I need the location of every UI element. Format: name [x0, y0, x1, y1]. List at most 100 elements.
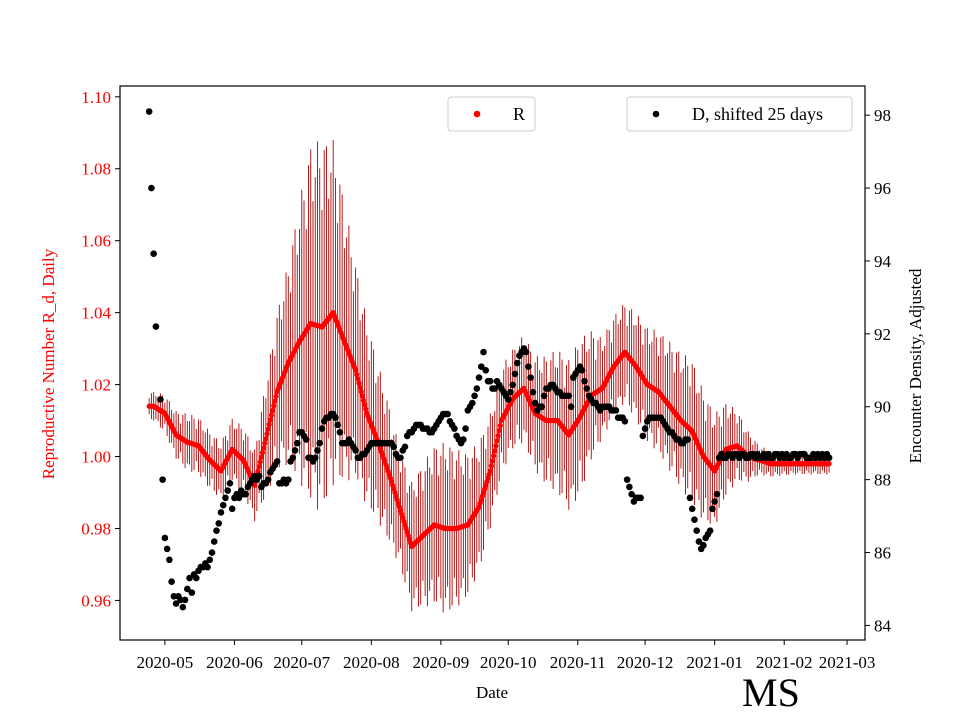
d-point — [228, 505, 236, 513]
legend-r-label: R — [513, 104, 525, 124]
d-point — [583, 385, 591, 392]
d-point — [168, 578, 175, 585]
d-point — [213, 527, 220, 534]
d-point — [540, 392, 548, 400]
d-point — [527, 374, 534, 381]
d-point — [166, 556, 173, 564]
d-point — [581, 377, 588, 385]
x-tick-label: 2020-11 — [550, 653, 606, 672]
legend-r: R — [447, 96, 536, 132]
d-point — [334, 421, 341, 429]
r-point — [264, 431, 270, 437]
d-point — [188, 589, 196, 596]
left-y-axis-title: Reproductive Number R_d, Daily — [39, 248, 58, 479]
d-point — [352, 447, 359, 454]
d-point — [709, 505, 716, 513]
plot-frame — [119, 85, 866, 641]
d-point — [208, 549, 216, 556]
right-tick-label: 88 — [874, 471, 891, 490]
x-axis: 2020-05 2020-06 2020-07 2020-08 2020-09 2020-… — [137, 640, 876, 672]
right-y-axis-title: Encounter Density, Adjusted — [906, 268, 925, 463]
legend-d-label: D, shifted 25 days — [692, 104, 823, 124]
d-point — [612, 407, 620, 414]
r-point — [492, 448, 498, 454]
right-tick-label: 86 — [874, 544, 891, 563]
r-point — [268, 412, 275, 418]
d-point — [511, 370, 519, 378]
r-point — [488, 463, 494, 469]
d-point — [314, 447, 321, 454]
d-point — [215, 520, 223, 527]
d-point — [150, 250, 157, 257]
d-point — [318, 425, 326, 432]
d-point — [159, 476, 166, 483]
right-tick-label: 92 — [874, 325, 891, 344]
d-point — [525, 363, 532, 370]
d-point — [284, 476, 292, 483]
d-point — [181, 596, 189, 604]
d-point — [578, 366, 586, 374]
d-point — [639, 432, 647, 440]
d-point — [444, 410, 451, 418]
d-point — [219, 501, 227, 509]
x-tick-label: 2020-10 — [480, 653, 537, 672]
d-point — [688, 505, 696, 513]
d-point — [390, 443, 398, 451]
left-tick-label: 1.00 — [81, 448, 111, 467]
legend-r-marker — [473, 110, 481, 118]
r-point — [263, 435, 269, 442]
d-point — [480, 348, 487, 356]
r-point — [360, 397, 367, 404]
d-point — [482, 366, 490, 374]
d-point — [693, 527, 701, 534]
left-tick-label: 1.08 — [81, 160, 111, 179]
d-point — [695, 538, 703, 545]
d-point — [691, 516, 698, 524]
left-tick-label: 1.10 — [81, 88, 111, 107]
x-tick-label: 2020-07 — [273, 653, 330, 672]
x-tick-label: 2021-01 — [686, 653, 743, 672]
d-point — [302, 436, 310, 443]
d-point — [179, 603, 187, 611]
r-point — [267, 417, 273, 423]
d-point — [509, 381, 516, 389]
right-tick-label: 90 — [874, 398, 891, 417]
d-point — [289, 454, 297, 462]
d-point — [316, 439, 324, 447]
d-point — [684, 436, 692, 443]
d-point — [486, 377, 494, 385]
legend-r-frame — [447, 96, 536, 132]
d-point — [401, 443, 409, 451]
d-point — [397, 454, 404, 462]
d-point — [473, 385, 481, 392]
d-point — [161, 534, 169, 542]
d-point — [475, 374, 483, 381]
legend-d-frame — [626, 96, 853, 132]
x-tick-label: 2021-03 — [819, 653, 876, 672]
r-point — [494, 438, 500, 444]
r-point — [273, 393, 279, 400]
d-point — [462, 425, 469, 432]
d-point — [222, 494, 229, 502]
r-point — [826, 461, 832, 467]
r-point — [489, 458, 496, 464]
d-point — [210, 538, 218, 545]
r-errorbars-group — [148, 140, 830, 613]
d-point — [531, 399, 539, 407]
left-tick-label: 0.98 — [81, 519, 111, 538]
d-point — [641, 425, 649, 432]
d-point — [186, 574, 193, 582]
d-point — [460, 436, 467, 443]
d-point — [529, 388, 537, 396]
d-point — [686, 494, 694, 502]
r-point — [487, 468, 493, 474]
r-point — [493, 443, 499, 449]
d-point — [469, 399, 476, 407]
r-point — [272, 398, 278, 404]
d-point — [291, 447, 299, 454]
d-point — [626, 483, 633, 491]
r-point — [497, 422, 503, 429]
r-point — [495, 433, 501, 439]
d-point — [157, 396, 164, 403]
